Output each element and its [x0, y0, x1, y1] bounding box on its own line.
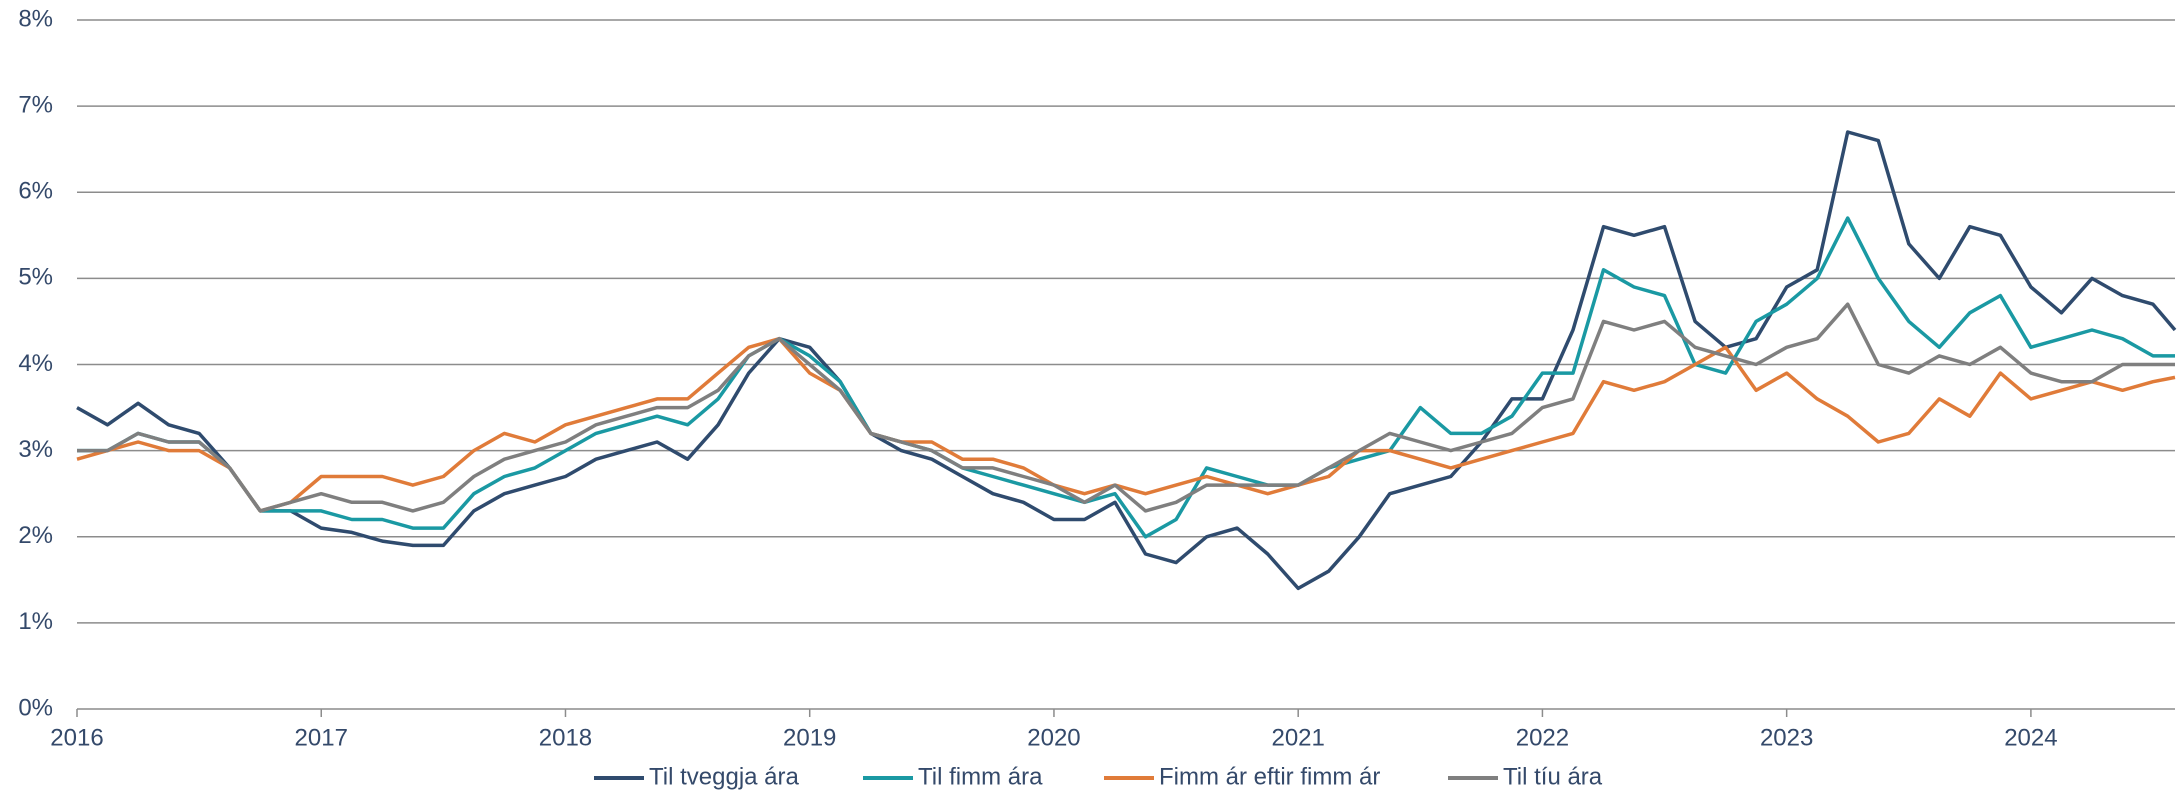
x-tick-label: 2021 — [1271, 724, 1324, 751]
x-tick-label: 2020 — [1027, 724, 1080, 751]
legend-label: Fimm ár eftir fimm ár — [1159, 763, 1380, 790]
x-tick-label: 2018 — [539, 724, 592, 751]
series-line — [76, 130, 2177, 591]
y-tick-label: 1% — [18, 608, 53, 635]
x-tick-label: 2024 — [2004, 724, 2057, 751]
y-tick-label: 2% — [18, 522, 53, 549]
y-tick-label: 3% — [18, 436, 53, 463]
legend-label: Til tíu ára — [1503, 763, 1603, 790]
x-tick-label: 2016 — [50, 724, 103, 751]
y-tick-label: 4% — [18, 350, 53, 377]
x-tick-label: 2019 — [783, 724, 836, 751]
legend-label: Til fimm ára — [918, 763, 1043, 790]
series-line — [77, 216, 2175, 539]
y-tick-label: 8% — [18, 5, 53, 32]
legend-label: Til tveggja ára — [649, 763, 800, 790]
x-tick-label: 2017 — [295, 724, 348, 751]
y-tick-label: 5% — [18, 264, 53, 291]
series-line — [77, 302, 2175, 513]
x-tick-label: 2022 — [1516, 724, 1569, 751]
y-tick-label: 7% — [18, 91, 53, 118]
series-line — [76, 336, 2176, 513]
x-tick-label: 2023 — [1760, 724, 1813, 751]
y-tick-label: 6% — [18, 178, 53, 205]
y-tick-label: 0% — [18, 694, 53, 721]
